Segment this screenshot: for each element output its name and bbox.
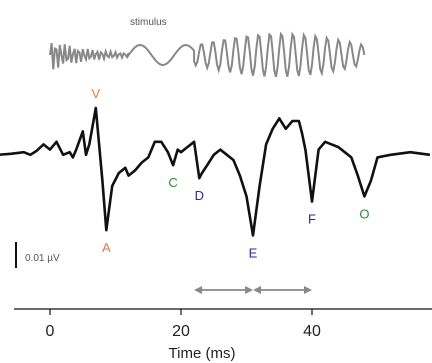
peak-label-d: D: [195, 188, 204, 203]
x-tick-label-40: 40: [303, 323, 321, 340]
scale-bar-label: 0.01 µV: [25, 253, 60, 264]
scale-bar: 0.01 µV: [15, 242, 60, 268]
response-waveform: [0, 106, 431, 237]
peak-labels: V A C D E F O: [91, 86, 369, 260]
peak-label-c: C: [168, 175, 177, 190]
x-axis-ticks: 0 20 40: [46, 309, 321, 340]
peak-label-f: F: [308, 212, 316, 227]
stimulus-waveform: [49, 31, 366, 78]
x-axis-label: Time (ms): [169, 345, 236, 362]
interval-arrows: [194, 286, 312, 294]
peak-label-e: E: [249, 245, 258, 260]
peak-label-v: V: [91, 86, 100, 101]
peak-label-o: O: [359, 206, 369, 221]
interval-arrowhead: [253, 286, 262, 294]
interval-arrowhead: [194, 286, 203, 294]
stimulus-label: stimulus: [130, 17, 167, 28]
interval-arrowhead: [245, 286, 254, 294]
x-tick-label-0: 0: [46, 323, 55, 340]
x-tick-label-20: 20: [172, 323, 190, 340]
peak-label-a: A: [102, 240, 111, 255]
interval-arrowhead: [304, 286, 312, 294]
